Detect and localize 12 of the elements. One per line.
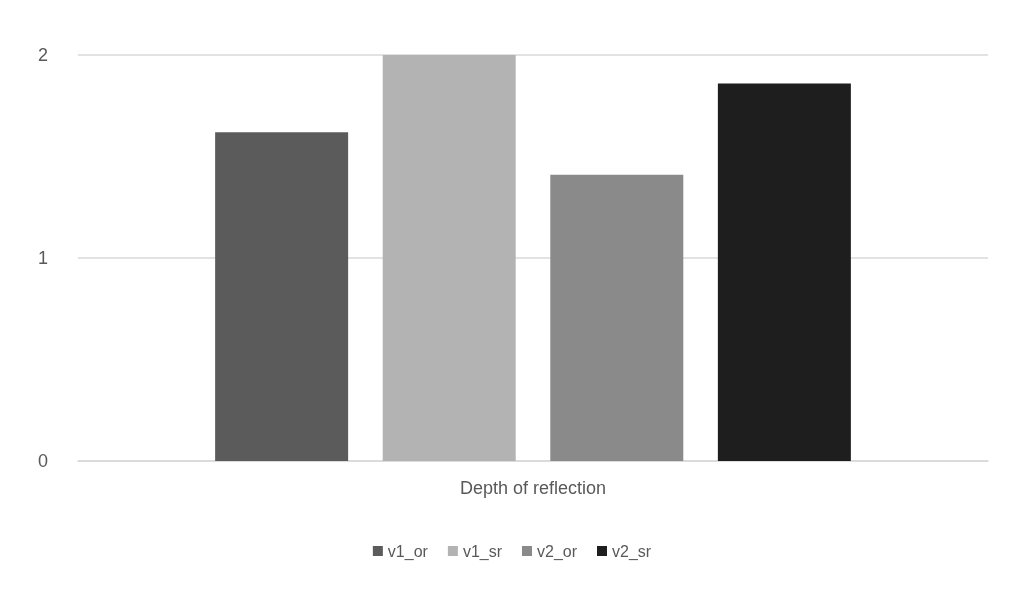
- legend-label: v2_sr: [612, 542, 652, 561]
- legend-label: v2_or: [537, 542, 578, 561]
- y-tick-label: 2: [37, 45, 48, 65]
- y-tick-label: 1: [37, 248, 48, 268]
- legend-label: v1_or: [387, 542, 429, 561]
- bar: [550, 174, 684, 461]
- legend-label: v1_sr: [462, 542, 503, 561]
- bar: [382, 55, 516, 461]
- x-tick-label: Depth of reflection: [459, 478, 607, 498]
- y-tick-label: 0: [37, 451, 48, 471]
- bar: [717, 83, 851, 461]
- bar: [215, 132, 349, 461]
